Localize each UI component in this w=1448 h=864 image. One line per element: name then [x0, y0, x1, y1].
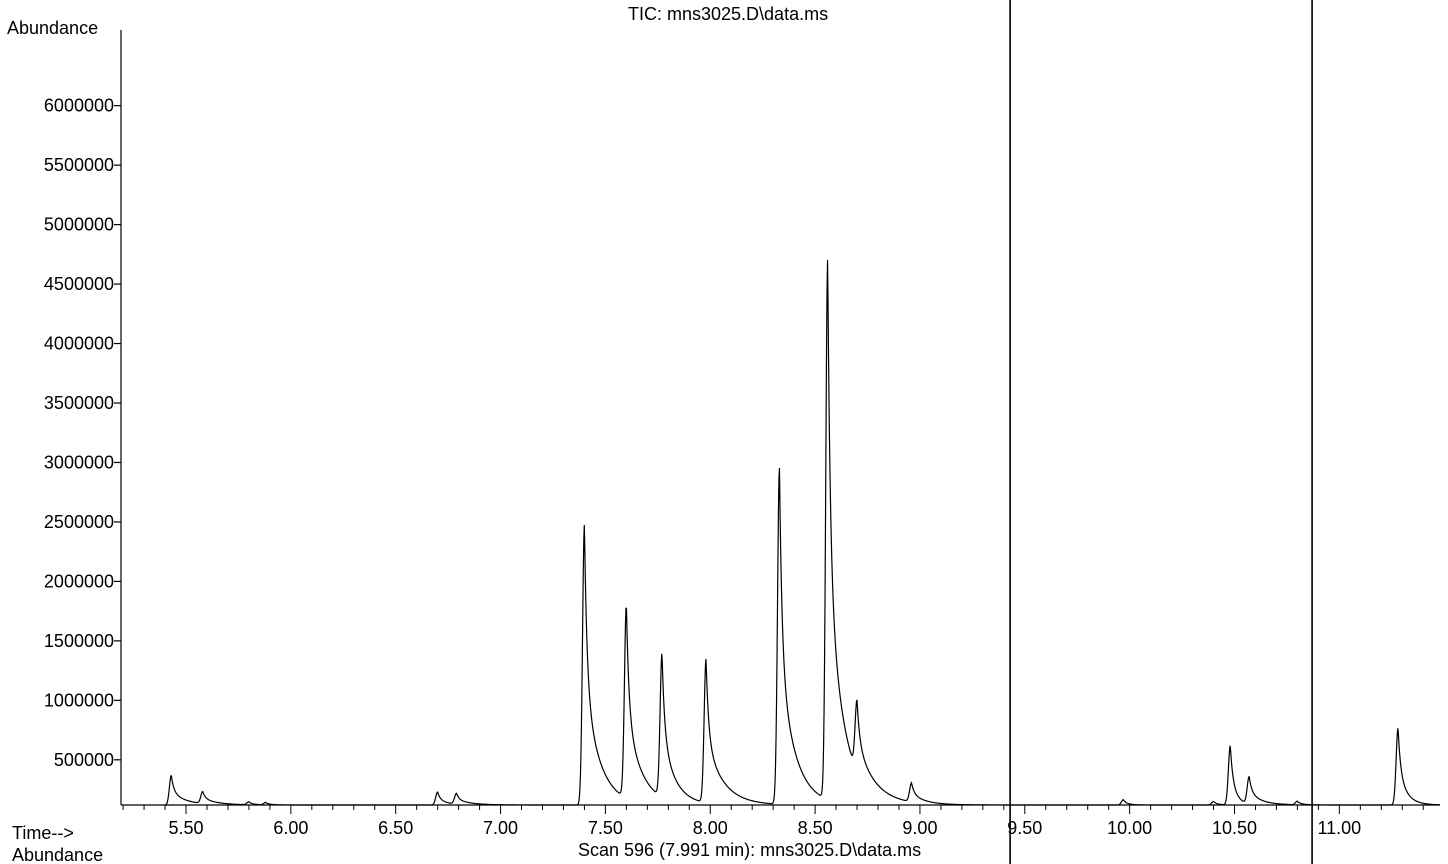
x-tick-label: 6.50 — [378, 818, 413, 838]
x-axis-title: Time--> — [12, 823, 74, 843]
y-tick-label: 6000000 — [44, 96, 114, 116]
y-tick-label: 5500000 — [44, 155, 114, 175]
x-tick-label: 7.50 — [588, 818, 623, 838]
chart-title: TIC: mns3025.D\data.ms — [628, 4, 828, 24]
footer-abundance-label: Abundance — [12, 845, 103, 864]
x-tick-label: 6.00 — [273, 818, 308, 838]
y-tick-label: 4000000 — [44, 334, 114, 354]
y-tick-label: 500000 — [54, 750, 114, 770]
x-tick-label: 8.00 — [693, 818, 728, 838]
x-tick-label: 9.50 — [1007, 818, 1042, 838]
x-tick-label: 7.00 — [483, 818, 518, 838]
x-tick-label: 11.00 — [1317, 818, 1361, 838]
y-axis-ticks: 500000 1000000 1500000 2000000 2500000 300000… — [44, 96, 121, 770]
y-tick-label: 2000000 — [44, 571, 114, 591]
y-tick-label: 2500000 — [44, 512, 114, 532]
y-tick-label: 3500000 — [44, 393, 114, 413]
time-marker-lines — [1009, 0, 1313, 864]
y-tick-label: 1000000 — [44, 690, 114, 710]
y-tick-label: 1500000 — [44, 631, 114, 651]
tic-trace-line — [164, 259, 1441, 806]
x-tick-label: 10.50 — [1212, 818, 1257, 838]
x-tick-label: 5.50 — [168, 818, 203, 838]
footer-scan-label: Scan 596 (7.991 min): mns3025.D\data.ms — [578, 840, 921, 860]
x-tick-label: 9.00 — [902, 818, 937, 838]
x-axis-ticks: 5.50 6.00 6.50 7.00 7.50 8.00 8.50 9.00 9.50 10.0… — [122, 805, 1424, 838]
x-tick-label: 10.00 — [1107, 818, 1152, 838]
x-tick-label: 8.50 — [798, 818, 833, 838]
y-tick-label: 4500000 — [44, 274, 114, 294]
y-axis-title: Abundance — [7, 18, 98, 38]
y-tick-label: 5000000 — [44, 215, 114, 235]
y-tick-label: 3000000 — [44, 452, 114, 472]
